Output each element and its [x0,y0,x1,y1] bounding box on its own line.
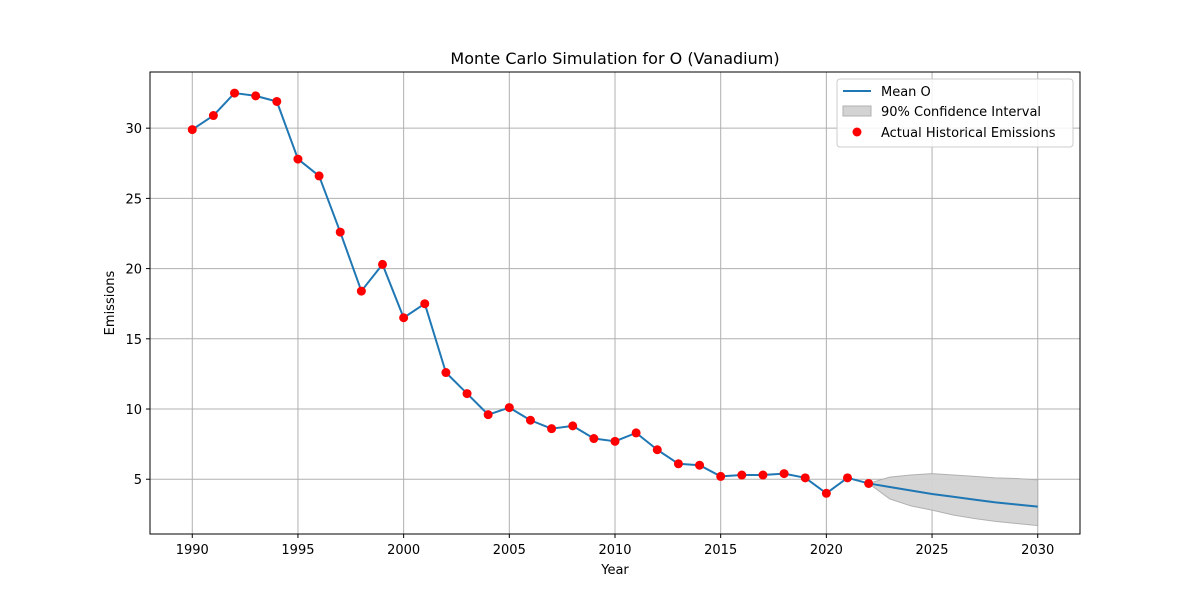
x-tick-label: 2010 [598,543,631,558]
historical-point [420,299,430,309]
historical-point [610,436,620,446]
x-tick-label: 1995 [281,543,314,558]
historical-point [378,259,387,269]
historical-point [631,428,641,438]
historical-point [483,410,493,420]
historical-point [314,171,324,181]
x-tick-label: 2025 [915,543,948,558]
historical-point [843,473,852,483]
historical-point [779,469,789,479]
historical-point [821,488,831,498]
legend-confidence-swatch [842,105,872,117]
x-tick-label: 2005 [493,543,526,558]
historical-point [673,459,683,469]
y-tick-label: 25 [125,192,142,207]
historical-point [525,415,535,425]
x-tick-label: 2000 [387,543,420,558]
historical-point [251,91,261,101]
mean-forecast-line [868,482,1038,508]
confidence-band-layer [867,473,1039,527]
historical-point [589,434,599,444]
tick-layer: 1990 1995 2000 2005 2010 2015 2020 2025 20305101… [125,122,1054,558]
chart-title: Monte Carlo Simulation for O (Vanadium) [450,49,779,68]
historical-point [737,470,747,480]
historical-points-layer [187,88,874,498]
historical-point [335,227,345,237]
y-tick-label: 30 [125,122,142,137]
y-tick-label: 10 [125,403,142,418]
legend-historical-label: Actual Historical Emissions [881,126,1056,141]
x-tick-label: 2030 [1021,543,1054,558]
x-tick-label: 2020 [810,543,843,558]
legend-confidence-label: 90% Confidence Interval [881,105,1041,120]
y-axis-label: Emissions [103,270,118,335]
historical-point [547,424,557,434]
historical-point [695,460,705,470]
x-tick-label: 2015 [704,543,737,558]
historical-point [399,313,409,323]
confidence-interval-band [867,473,1039,527]
historical-point [293,154,303,164]
historical-point [800,473,810,483]
x-tick-label: 1990 [176,543,209,558]
legend: Mean O 90% Confidence Interval Actual Hi… [836,78,1074,148]
historical-point [272,96,282,106]
historical-point [230,88,240,98]
legend-mean-label: Mean O [881,85,931,100]
historical-point [356,286,366,296]
historical-point [568,421,578,431]
historical-point [716,471,726,481]
x-axis-label: Year [600,563,629,578]
historical-point [504,403,514,413]
historical-point [758,470,768,480]
legend-historical-marker [852,127,862,137]
historical-point [652,445,662,455]
legend-box [836,78,1074,148]
historical-point [462,389,472,399]
historical-point [864,478,874,488]
historical-point [187,125,197,135]
historical-point [441,368,451,378]
y-tick-label: 5 [134,473,142,488]
historical-point [208,111,218,121]
y-tick-label: 20 [125,263,142,278]
y-tick-label: 15 [125,333,142,348]
